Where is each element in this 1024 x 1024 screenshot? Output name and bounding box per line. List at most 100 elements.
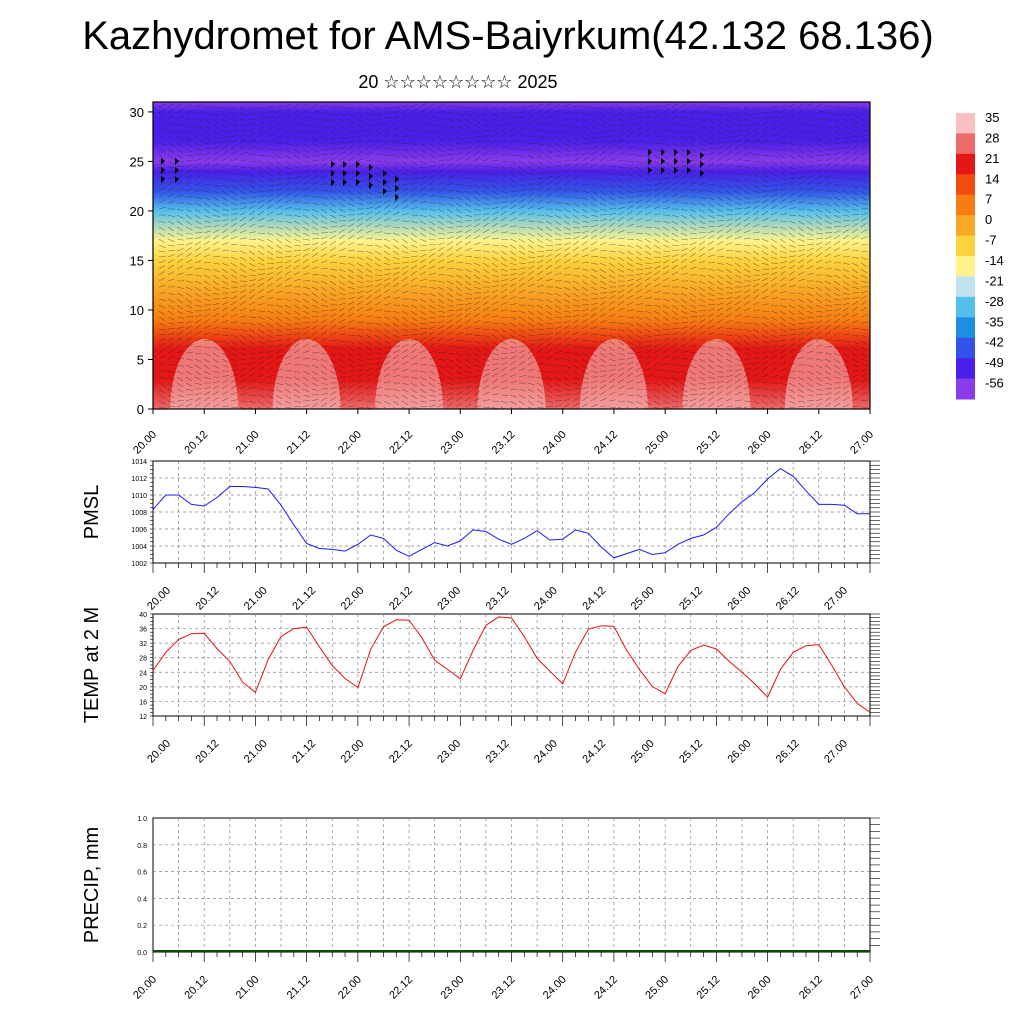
wind-barb [302, 310, 310, 315]
wind-barb [725, 296, 733, 300]
wind-barb [293, 148, 300, 154]
wind-barb [680, 109, 688, 114]
wind-barb [392, 141, 400, 144]
wind-barb [473, 379, 481, 384]
wind-barb [671, 388, 679, 394]
wind-barb [482, 384, 490, 390]
wind-barb [860, 406, 868, 409]
wind-barb [689, 394, 698, 396]
wind-barb [329, 254, 337, 258]
wind-barb [572, 220, 580, 225]
wind-barb [446, 338, 454, 342]
wind-barb [158, 406, 166, 409]
wind-barb [752, 153, 760, 156]
x-tick-label: 27.00 [822, 585, 850, 613]
wind-barb [860, 274, 868, 279]
wind-barb [482, 222, 489, 228]
wind-barb [815, 220, 823, 225]
wind-barb [536, 160, 544, 165]
wind-barb [527, 256, 535, 258]
wind-barb [536, 142, 544, 146]
wind-barb [248, 205, 256, 210]
wind-barb [788, 148, 796, 153]
wind-barb [338, 268, 346, 273]
wind-barb [275, 265, 283, 270]
wind-barb [419, 394, 427, 399]
wind-barb [284, 172, 292, 175]
wind-barb [860, 130, 869, 132]
wind-barb [410, 226, 418, 231]
wind-barb [410, 394, 418, 400]
wind-barb [410, 376, 418, 380]
wind-barb [824, 158, 832, 162]
wind-barb [383, 184, 391, 188]
wind-barb [158, 382, 166, 387]
wind-barb [572, 163, 580, 168]
wind-barb [806, 226, 814, 231]
wind-barb [455, 130, 463, 136]
wind-barb [293, 254, 301, 258]
wind-barb [239, 315, 247, 318]
colorbar-label: -7 [985, 233, 997, 248]
wind-barb [743, 178, 751, 184]
wind-barb [428, 142, 435, 148]
wind-barb [329, 208, 337, 214]
wind-barb [680, 208, 688, 212]
wind-barb [266, 193, 274, 198]
wind-barb [428, 165, 436, 168]
wind-barb [347, 352, 354, 358]
wind-barb [743, 159, 751, 162]
wind-barb [347, 150, 354, 156]
wind-barb [230, 321, 238, 324]
wind-barb [527, 270, 535, 276]
wind-barb [176, 142, 183, 148]
wind-barb [428, 102, 435, 108]
wind-barb [599, 172, 608, 174]
wind-barb [779, 354, 786, 360]
wind-barb [347, 196, 354, 202]
wind-barb [437, 286, 445, 291]
wind-barb [770, 166, 777, 172]
wind-barb [725, 280, 733, 285]
wind-flag [331, 161, 335, 168]
wind-barb [311, 358, 319, 361]
wind-barb [842, 334, 850, 336]
wind-barb [644, 141, 652, 144]
wind-barb [644, 267, 652, 270]
wind-barb [365, 294, 372, 300]
wind-barb [860, 290, 868, 294]
wind-barb [536, 388, 543, 394]
wind-barb [716, 404, 724, 408]
wind-barb [653, 109, 661, 114]
wind-barb [203, 118, 211, 123]
wind-barb [716, 274, 724, 280]
wind-barb [239, 138, 246, 144]
wind-barb [779, 114, 786, 120]
wind-barb [743, 334, 751, 339]
wind-barb [509, 351, 517, 354]
wind-barb [167, 166, 175, 169]
wind-barb [824, 130, 831, 136]
wind-barb [428, 175, 436, 180]
wind-barb [383, 256, 391, 261]
wind-barb [635, 334, 643, 339]
wind-barb [257, 126, 264, 132]
wind-barb [158, 362, 166, 366]
wind-barb [257, 334, 265, 339]
wind-barb [572, 153, 580, 156]
wind-barb [680, 102, 687, 108]
wind-barb [644, 120, 651, 126]
wind-barb [680, 165, 688, 168]
wind-barb [185, 242, 193, 246]
wind-barb [743, 385, 751, 390]
wind-barb [536, 310, 543, 316]
wind-barb [329, 386, 337, 390]
wind-barb [689, 110, 697, 114]
wind-barb [374, 283, 382, 288]
wind-barb [455, 118, 463, 123]
wind-barb [554, 220, 561, 226]
wind-barb [851, 364, 859, 368]
wind-barb [833, 292, 841, 297]
wind-barb [473, 286, 481, 290]
wind-barb [347, 190, 355, 196]
